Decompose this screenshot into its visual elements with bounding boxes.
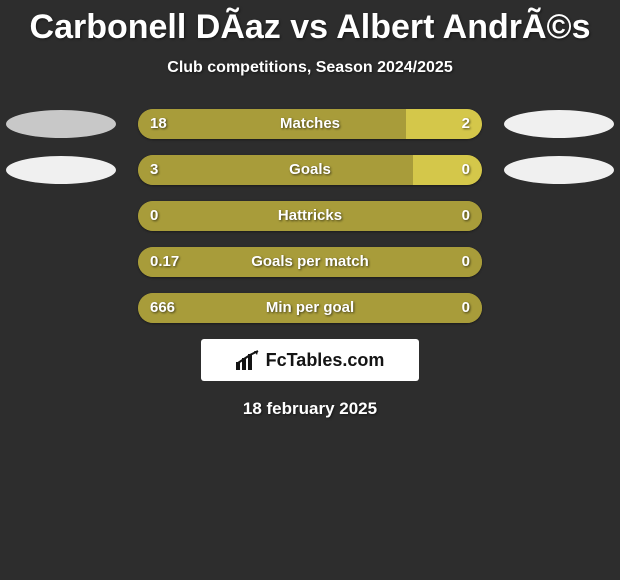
- stat-label: Goals: [138, 155, 482, 185]
- player-left-ellipse: [6, 156, 116, 184]
- stat-row: 0 Hattricks 0: [0, 201, 620, 231]
- stat-row: 0.17 Goals per match 0: [0, 247, 620, 277]
- player-right-ellipse: [504, 110, 614, 138]
- comparison-rows: 18 Matches 2 3 Goals 0 0 Hattricks 0 0.1…: [0, 109, 620, 323]
- player-right-ellipse: [504, 156, 614, 184]
- stat-label: Matches: [138, 109, 482, 139]
- fctables-logo: FcTables.com: [201, 339, 419, 381]
- player-left-ellipse: [6, 110, 116, 138]
- date-text: 18 february 2025: [0, 399, 620, 419]
- chart-icon: [236, 350, 260, 370]
- stat-row: 666 Min per goal 0: [0, 293, 620, 323]
- stat-value-right: 0: [462, 293, 470, 323]
- stat-row: 18 Matches 2: [0, 109, 620, 139]
- stat-value-right: 0: [462, 247, 470, 277]
- stat-value-right: 0: [462, 155, 470, 185]
- stat-row: 3 Goals 0: [0, 155, 620, 185]
- stat-label: Hattricks: [138, 201, 482, 231]
- subtitle: Club competitions, Season 2024/2025: [0, 59, 620, 77]
- page-title: Carbonell DÃ­az vs Albert AndrÃ©s: [0, 0, 620, 47]
- stat-label: Goals per match: [138, 247, 482, 277]
- logo-text: FcTables.com: [266, 350, 385, 371]
- stat-value-right: 0: [462, 201, 470, 231]
- stat-value-right: 2: [462, 109, 470, 139]
- stat-label: Min per goal: [138, 293, 482, 323]
